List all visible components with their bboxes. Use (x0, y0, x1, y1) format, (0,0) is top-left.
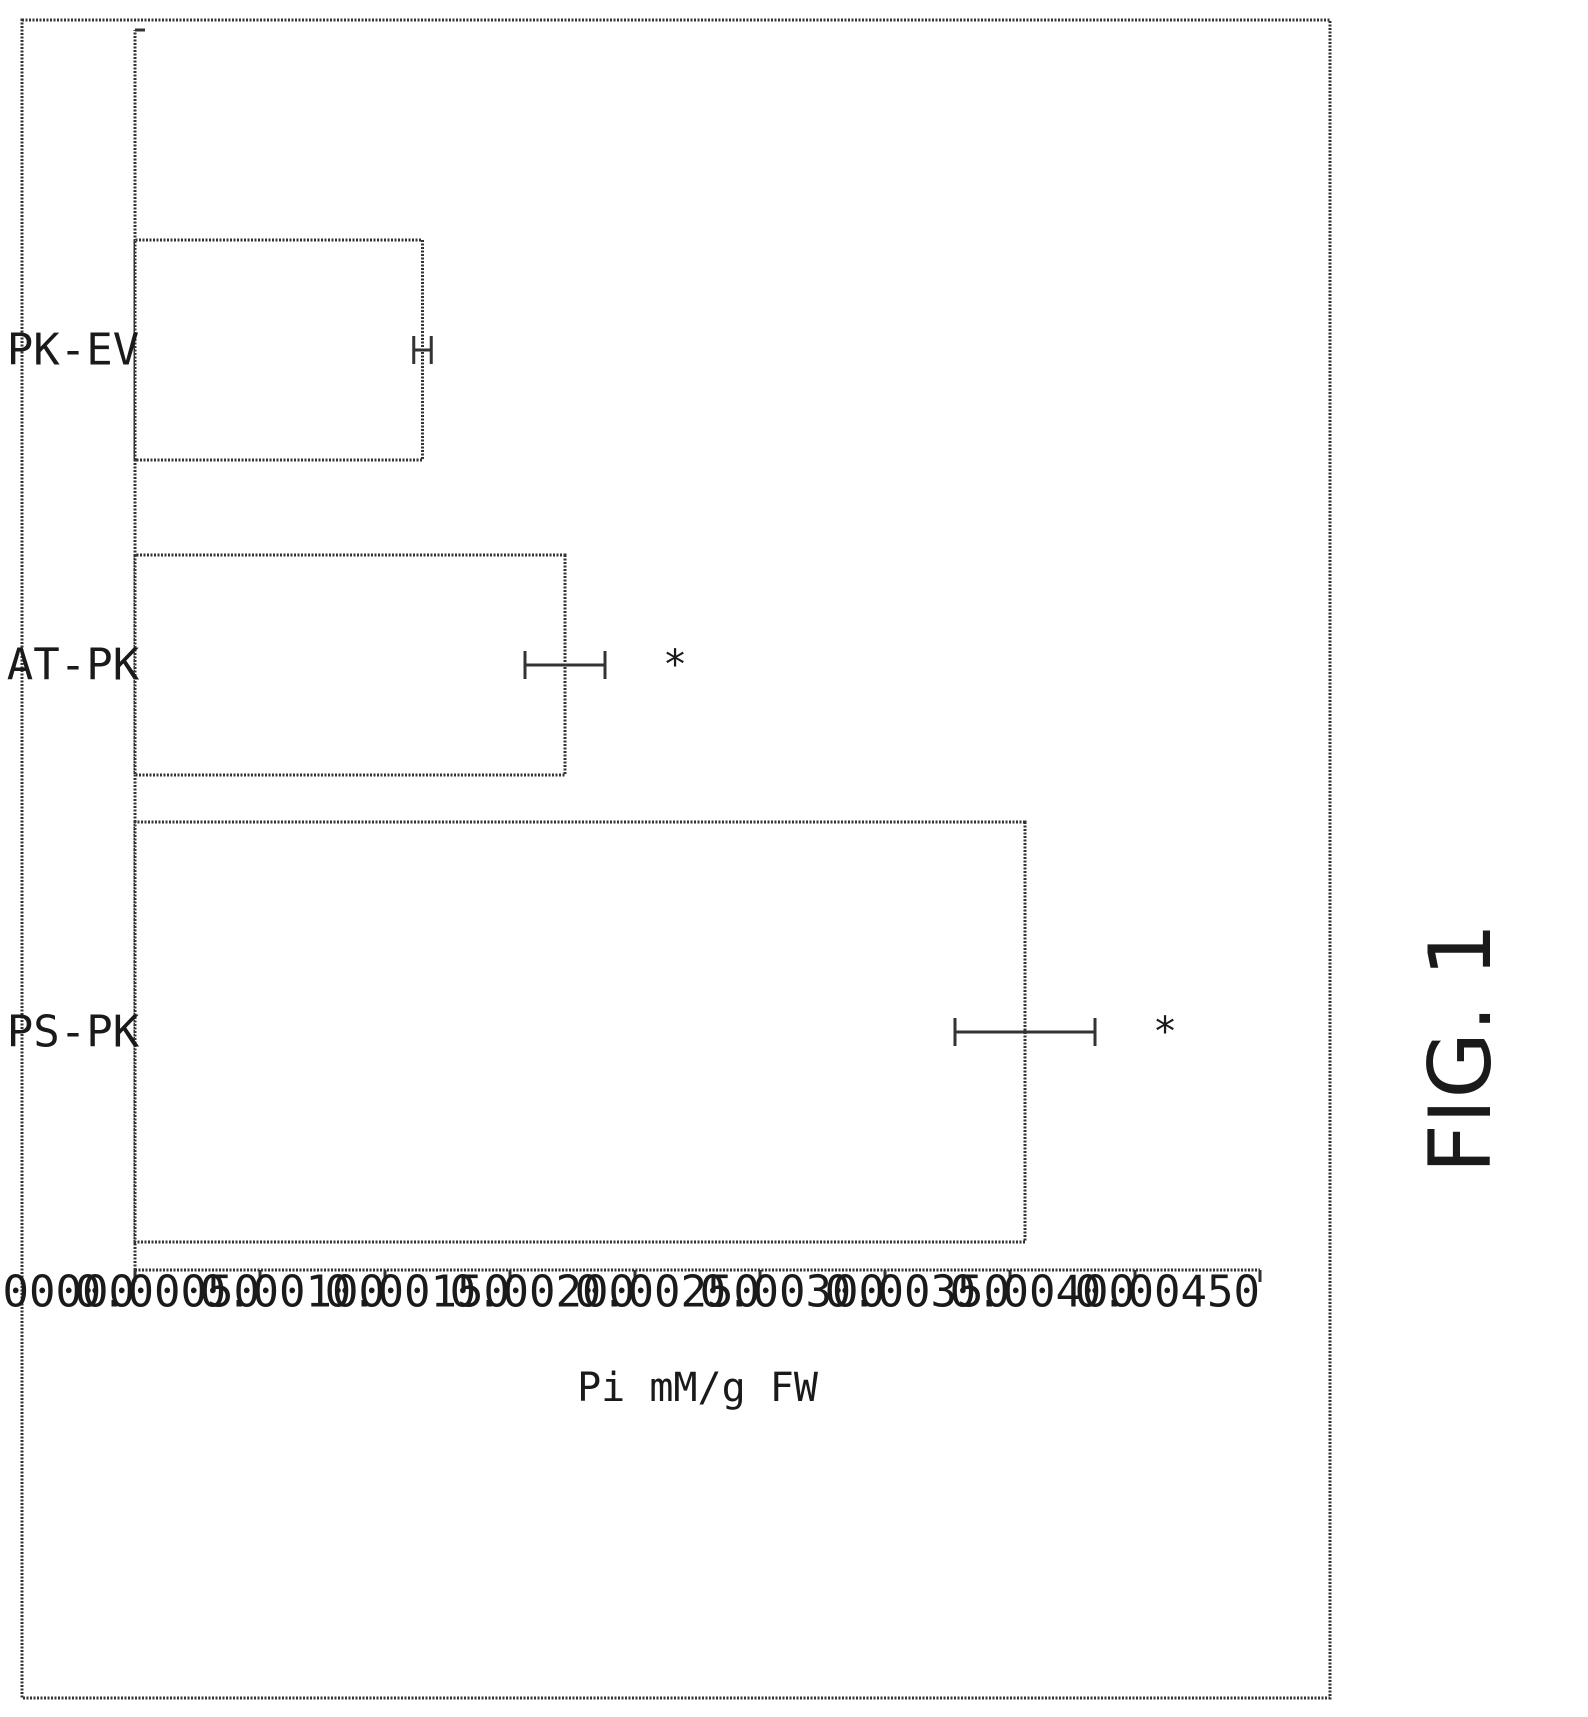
significance-star: * (1153, 1009, 1177, 1055)
category-label: PK-EV (7, 325, 139, 376)
y-axis-label: Pi mM/g FW (577, 1365, 819, 1411)
y-tick-label: 0.00050 (75, 1267, 260, 1318)
significance-marks: ** (663, 642, 1177, 1055)
y-tick-label: 0.00000 (0, 1267, 135, 1318)
labels: 0.000000.000500.001000.001500.002000.002… (0, 325, 1260, 1412)
chart-frame (20, 18, 1332, 1700)
bar-at-pk (133, 553, 567, 777)
bar-pk-ev (133, 238, 424, 462)
y-tick-label: 0.00100 (200, 1267, 385, 1318)
bar-ps-pk (133, 820, 1027, 1244)
significance-star: * (663, 642, 687, 688)
y-tick-label: 0.00250 (575, 1267, 760, 1318)
bars (133, 238, 1027, 1244)
y-tick-label: 0.00350 (825, 1267, 1010, 1318)
category-label: AT-PK (7, 640, 140, 691)
y-tick-label: 0.00300 (700, 1267, 885, 1318)
y-tick-label: 0.00150 (325, 1267, 510, 1318)
y-tick-label: 0.00400 (950, 1267, 1135, 1318)
figure-label: FIG. 1 (1411, 923, 1511, 1174)
category-label: PS-PK (7, 1007, 140, 1058)
y-tick-label: 0.00450 (1075, 1267, 1260, 1318)
error-bars (412, 336, 1097, 1046)
y-tick-label: 0.00200 (450, 1267, 635, 1318)
bar-chart: ** 0.000000.000500.001000.001500.002000.… (0, 28, 1262, 1412)
